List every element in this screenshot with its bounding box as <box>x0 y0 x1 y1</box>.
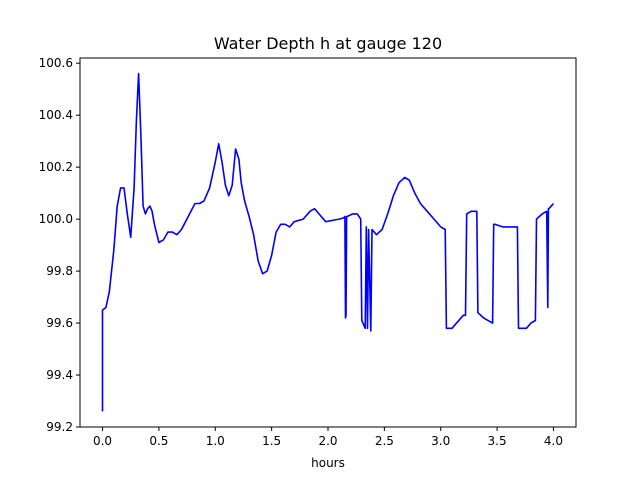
y-tick-label: 99.8 <box>46 264 73 278</box>
chart-title: Water Depth h at gauge 120 <box>214 34 442 53</box>
y-axis: 99.2 99.4 99.6 99.8 100.0 100.2 100.4 100.6 <box>39 56 80 434</box>
x-tick-label: 2.5 <box>375 434 394 448</box>
y-tick-label: 99.6 <box>46 316 73 330</box>
x-tick-label: 0.5 <box>149 434 168 448</box>
y-tick-label: 99.2 <box>46 420 73 434</box>
x-tick-label: 2.0 <box>318 434 337 448</box>
x-tick-label: 1.0 <box>206 434 225 448</box>
y-tick-label: 100.2 <box>39 160 73 174</box>
x-tick-label: 1.5 <box>262 434 281 448</box>
series-line <box>101 72 555 412</box>
plot-frame <box>79 57 577 428</box>
y-tick-label: 100.4 <box>39 108 73 122</box>
x-tick-label: 4.0 <box>544 434 563 448</box>
plot-area <box>101 72 555 412</box>
y-tick-label: 99.4 <box>46 368 73 382</box>
x-axis-label: hours <box>311 456 345 470</box>
x-axis: 0.0 0.5 1.0 1.5 2.0 2.5 3.0 3.5 4.0 <box>93 427 563 448</box>
y-tick-label: 100.6 <box>39 56 73 70</box>
x-tick-label: 3.0 <box>431 434 450 448</box>
x-tick-label: 0.0 <box>93 434 112 448</box>
x-tick-label: 3.5 <box>488 434 507 448</box>
y-tick-label: 100.0 <box>39 212 73 226</box>
